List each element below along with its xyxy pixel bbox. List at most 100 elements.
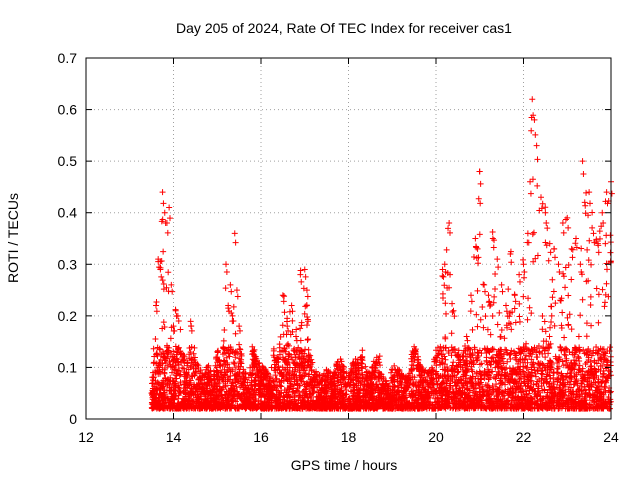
data-point (292, 366, 299, 373)
data-point (559, 358, 566, 365)
data-point (539, 350, 546, 357)
data-point (548, 318, 555, 325)
data-point (595, 319, 602, 326)
data-point (532, 255, 539, 262)
data-points (148, 96, 615, 412)
data-point (505, 286, 512, 293)
data-point (474, 356, 481, 363)
data-point (445, 225, 452, 232)
data-point (559, 309, 566, 316)
data-point (532, 373, 539, 380)
data-point (524, 316, 531, 323)
data-point (536, 348, 543, 355)
data-point (487, 331, 494, 338)
data-point (279, 322, 286, 329)
data-point (236, 355, 243, 362)
data-point (572, 240, 579, 247)
data-point (571, 373, 578, 380)
data-point (489, 312, 496, 319)
data-point (281, 346, 288, 353)
data-point (359, 365, 366, 372)
data-point (467, 308, 474, 315)
data-point (500, 360, 507, 367)
data-point (464, 351, 471, 358)
data-point (588, 362, 595, 369)
data-point (444, 368, 451, 375)
data-point (562, 264, 569, 271)
data-point (583, 333, 590, 340)
data-point (462, 343, 469, 350)
data-point (578, 245, 585, 252)
data-point (579, 296, 586, 303)
data-point (289, 356, 296, 363)
data-point (294, 382, 301, 389)
data-point (320, 372, 327, 379)
data-point (491, 293, 498, 300)
data-point (388, 366, 395, 373)
data-point (291, 348, 298, 355)
data-point (449, 300, 456, 307)
data-point (235, 363, 242, 370)
data-point (603, 280, 610, 287)
data-point (545, 257, 552, 264)
data-point (593, 344, 600, 351)
data-point (506, 352, 513, 359)
data-point (159, 277, 166, 284)
data-point (546, 344, 553, 351)
data-point (554, 376, 561, 383)
data-point (167, 335, 174, 342)
data-point (293, 326, 300, 333)
data-point (449, 347, 456, 354)
data-point (534, 182, 541, 189)
data-point (584, 246, 591, 253)
data-point (237, 346, 244, 353)
data-point (301, 310, 308, 317)
data-point (433, 370, 440, 377)
data-point (442, 300, 449, 307)
data-point (308, 393, 315, 400)
data-point (542, 239, 549, 246)
data-point (492, 270, 499, 277)
data-point (468, 359, 475, 366)
data-point (539, 313, 546, 320)
data-point (411, 354, 418, 361)
data-point (601, 303, 608, 310)
data-point (506, 379, 513, 386)
data-point (292, 360, 299, 367)
data-point (595, 291, 602, 298)
data-point (230, 303, 237, 310)
data-point (362, 363, 369, 370)
data-point (542, 375, 549, 382)
data-point (464, 386, 471, 393)
data-point (532, 370, 539, 377)
data-point (150, 345, 157, 352)
data-point (338, 358, 345, 365)
data-point (593, 285, 600, 292)
data-point (177, 326, 184, 333)
data-point (159, 360, 166, 367)
data-point (585, 357, 592, 364)
data-point (598, 223, 605, 230)
data-point (526, 304, 533, 311)
data-point (492, 285, 499, 292)
data-point (507, 356, 514, 363)
data-point (588, 322, 595, 329)
data-point (487, 301, 494, 308)
data-point (496, 309, 503, 316)
data-point (504, 358, 511, 365)
data-point (569, 246, 576, 253)
data-point (433, 378, 440, 385)
data-point (515, 358, 522, 365)
data-point (287, 331, 294, 338)
data-point (175, 367, 182, 374)
data-point (425, 370, 432, 377)
data-point (528, 366, 535, 373)
data-point (232, 354, 239, 361)
data-point (289, 317, 296, 324)
data-point (565, 261, 572, 268)
data-point (469, 326, 476, 333)
chart-title: Day 205 of 2024, Rate Of TEC Index for r… (176, 20, 512, 36)
data-point (160, 286, 167, 293)
data-point (439, 272, 446, 279)
data-point (584, 352, 591, 359)
